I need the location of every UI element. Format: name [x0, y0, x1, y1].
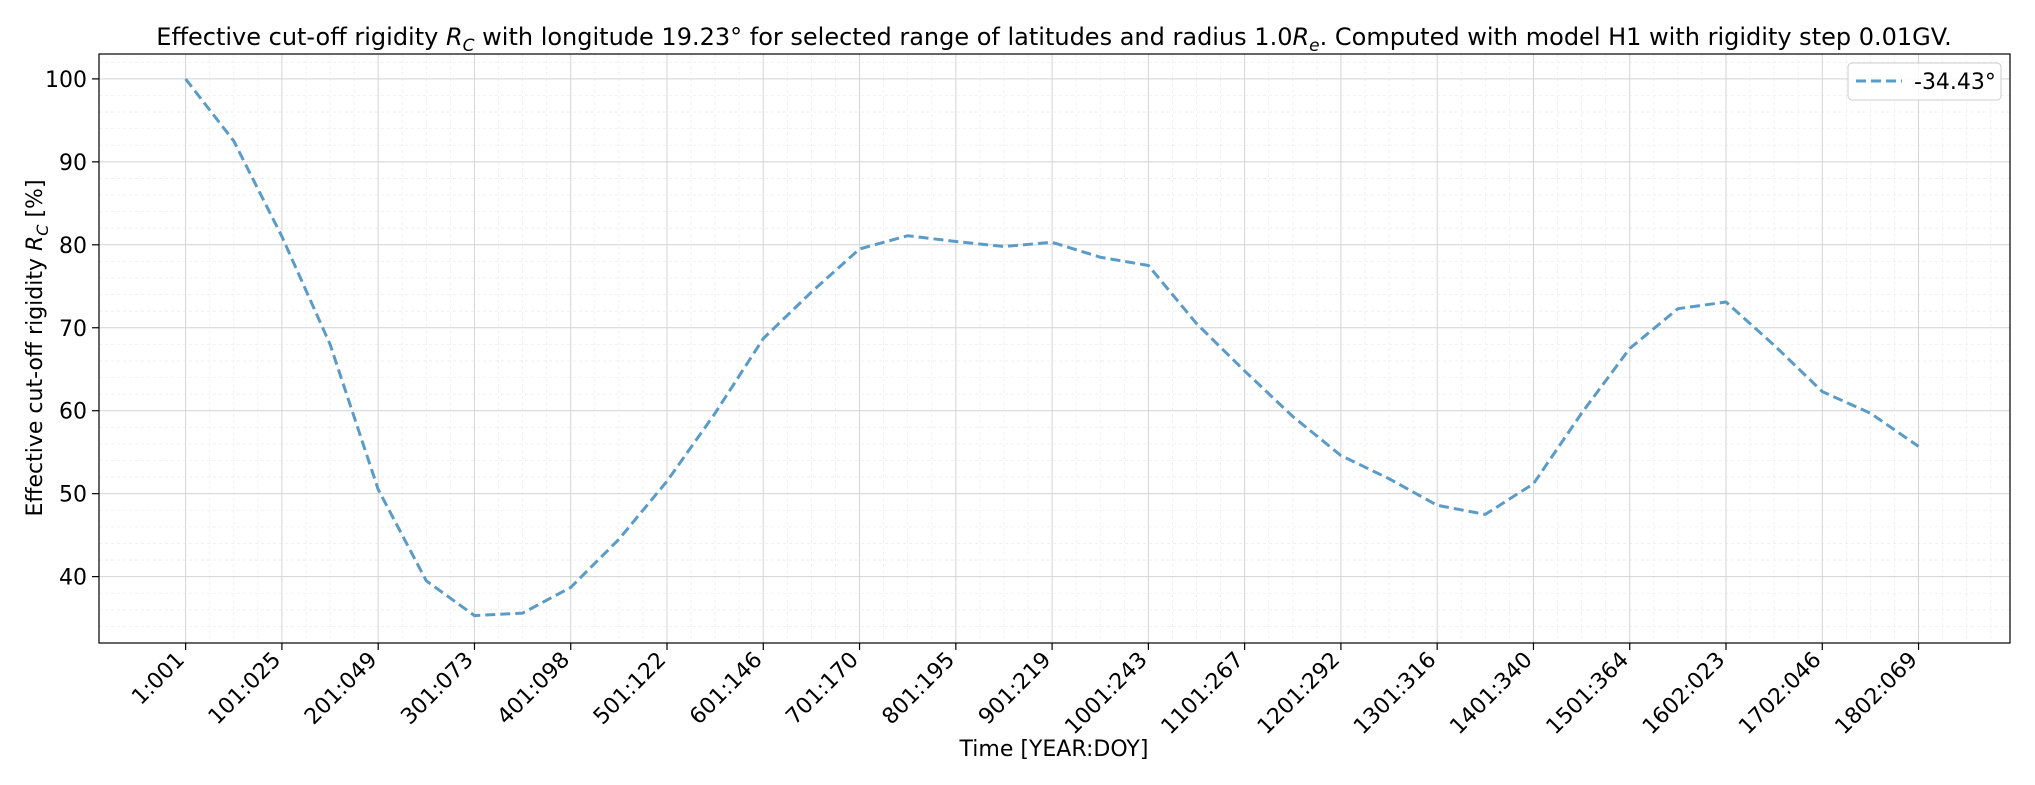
y-axis: 40 50 60 70 80 90 100: [45, 68, 99, 591]
legend: -34.43°: [1847, 62, 2002, 101]
y-tick-label: 40: [59, 566, 87, 591]
plot-frame: [98, 53, 2011, 644]
y-tick-label: 50: [59, 483, 87, 508]
minor-grid: [99, 54, 2010, 643]
chart-title: Effective cut-off rigidity RC with longi…: [156, 23, 1951, 56]
series-layer: [184, 77, 1920, 618]
y-tick-label: 90: [59, 151, 87, 176]
y-tick-label: 80: [59, 234, 87, 259]
series-line: [184, 77, 1920, 618]
major-grid: [99, 54, 2010, 643]
y-tick-label: 60: [59, 400, 87, 425]
y-tick-label: 70: [59, 317, 87, 342]
y-axis-label: Effective cut-off rigidity RC [%]: [23, 179, 52, 516]
y-tick-label: 100: [45, 68, 87, 93]
legend-entry-label: -34.43°: [1914, 70, 1996, 95]
x-axis-label: Time [YEAR:DOY]: [959, 737, 1149, 762]
legend-box: [1847, 62, 2002, 101]
